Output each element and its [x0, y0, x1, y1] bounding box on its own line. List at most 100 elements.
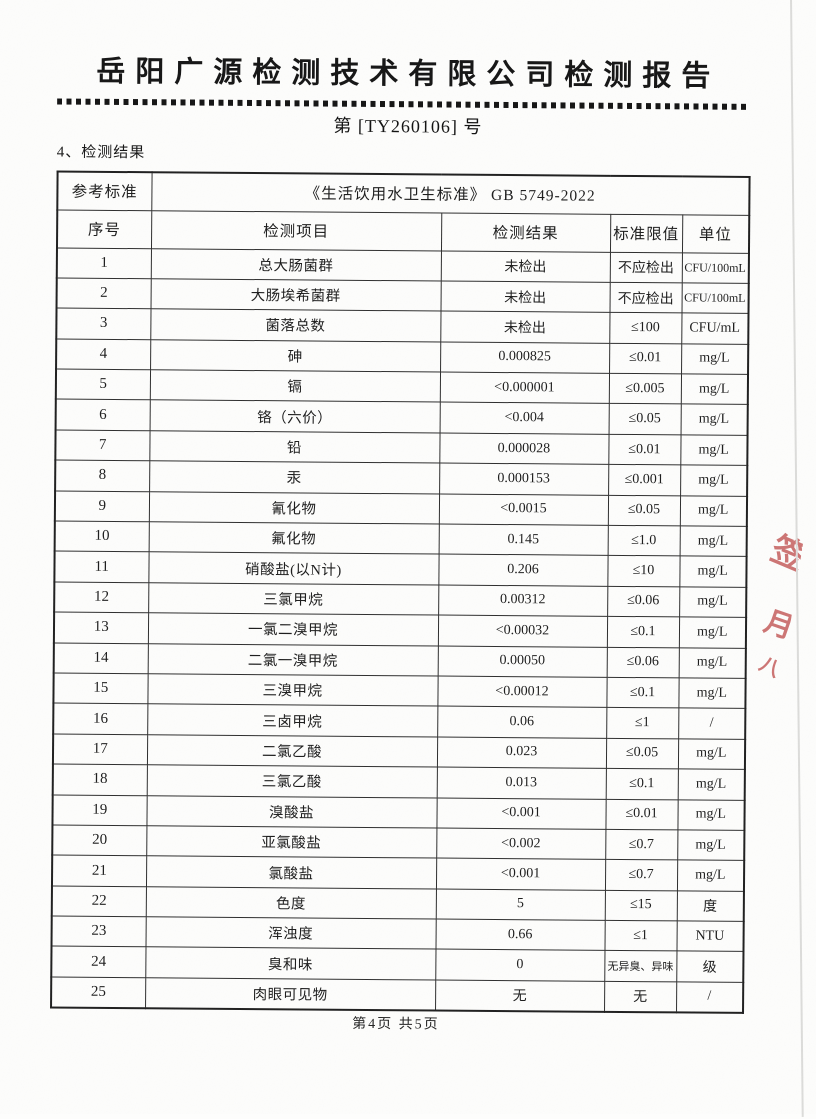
reference-value: 《生活饮用水卫生标准》 GB 5749-2022: [151, 172, 750, 215]
results-body: 1 总大肠菌群 未检出 不应检出 CFU/100mL 2 大肠埃希菌群 未检出 不应检出 CFU/…: [51, 247, 749, 1013]
cell-result: 无: [435, 979, 605, 1012]
cell-unit: mg/L: [677, 799, 745, 831]
cell-result: <0.001: [436, 797, 606, 830]
cell-unit: CFU/mL: [681, 313, 749, 345]
cell-unit: mg/L: [678, 677, 746, 709]
cell-unit: mg/L: [678, 617, 747, 649]
cell-limit: ≤0.01: [605, 798, 678, 830]
cell-item: 三氯乙酸: [146, 764, 437, 798]
cell-unit: 度: [676, 890, 744, 922]
cell-unit: mg/L: [680, 404, 748, 436]
cell-result: 未检出: [440, 311, 610, 344]
cell-result: 0.00050: [437, 645, 607, 678]
cell-no: 6: [55, 399, 150, 431]
cell-item: 二氯一溴甲烷: [147, 643, 438, 676]
cell-result: 0.000028: [439, 432, 609, 465]
cell-unit: CFU/100mL: [681, 252, 749, 284]
cell-item: 二氯乙酸: [146, 734, 438, 768]
cell-no: 11: [54, 551, 149, 583]
cell-result: <0.00032: [437, 615, 608, 647]
column-header-row: 序号 检测项目 检测结果 标准限值 单位: [56, 209, 750, 253]
cell-item: 浑浊度: [145, 916, 436, 950]
cell-result: <0.001: [435, 858, 606, 891]
cell-limit: ≤100: [609, 312, 682, 344]
dotted-divider: [57, 98, 749, 110]
cell-result: 0.00312: [438, 584, 608, 617]
cell-limit: ≤0.7: [605, 829, 678, 861]
cell-result: <0.004: [439, 402, 609, 435]
cell-unit: CFU/100mL: [681, 282, 749, 314]
cell-item: 三氯甲烷: [148, 582, 439, 616]
cell-item: 三卤甲烷: [147, 704, 438, 737]
cell-limit: ≤15: [604, 890, 677, 921]
cell-limit: ≤1.0: [607, 525, 680, 557]
cell-no: 4: [56, 338, 151, 370]
cell-result: 0.013: [436, 767, 606, 799]
cell-unit: 级: [676, 951, 744, 983]
reference-label: 参考标准: [57, 171, 152, 211]
cell-no: 22: [51, 885, 146, 917]
report-number: 第 [TY260106] 号: [333, 115, 483, 137]
cell-limit: ≤0.05: [607, 494, 681, 526]
cell-result: 0.023: [436, 736, 607, 769]
cell-no: 7: [55, 429, 150, 461]
cell-limit: 不应检出: [609, 251, 682, 283]
column-header-limit: 标准限值: [609, 213, 683, 253]
cell-result: 0.66: [435, 919, 605, 951]
cell-item: 砷: [150, 339, 441, 373]
cell-no: 25: [51, 976, 146, 1008]
cell-result: 0.000825: [440, 341, 610, 374]
cell-result: <0.00012: [437, 675, 607, 708]
cell-result: 0.06: [437, 706, 607, 739]
cell-unit: mg/L: [677, 769, 745, 800]
cell-item: 大肠埃希菌群: [150, 278, 441, 312]
cell-limit: ≤0.06: [606, 646, 679, 678]
cell-unit: NTU: [676, 920, 744, 952]
cell-limit: 无: [604, 981, 677, 1013]
cell-item: 菌落总数: [150, 309, 441, 342]
column-header-item: 检测项目: [150, 210, 442, 251]
cell-no: 10: [54, 521, 149, 553]
table-row: 25 肉眼可见物无无 /: [51, 976, 744, 1013]
column-header-no: 序号: [56, 209, 152, 249]
cell-limit: ≤0.7: [604, 859, 678, 891]
cell-unit: mg/L: [680, 465, 748, 497]
cell-item: 硝酸盐(以N计): [148, 552, 439, 585]
cell-no: 23: [51, 916, 146, 948]
cell-no: 12: [54, 581, 149, 613]
cell-unit: mg/L: [681, 343, 749, 375]
cell-item: 氟化物: [148, 521, 439, 555]
cell-item: 汞: [149, 460, 440, 494]
page-title: 岳阳广源检测技术有限公司检测报告: [96, 55, 721, 93]
cell-limit: ≤0.005: [608, 373, 682, 405]
cell-result: <0.000001: [439, 372, 610, 404]
cell-unit: mg/L: [680, 434, 748, 466]
cell-limit: ≤0.05: [605, 738, 679, 770]
cell-unit: mg/L: [680, 373, 749, 405]
cell-item: 臭和味: [145, 947, 436, 980]
cell-no: 8: [55, 460, 150, 492]
results-table: 参考标准 《生活饮用水卫生标准》 GB 5749-2022 序号 检测项目 检测…: [50, 170, 751, 1014]
cell-limit: ≤0.01: [609, 343, 682, 374]
column-header-result: 检测结果: [440, 212, 611, 252]
column-header-unit: 单位: [681, 214, 750, 253]
cell-unit: mg/L: [676, 860, 745, 892]
cell-limit: ≤0.001: [608, 464, 681, 496]
cell-no: 20: [52, 824, 147, 857]
cell-no: 15: [53, 672, 148, 705]
cell-limit: ≤1: [606, 707, 679, 739]
cell-result: <0.0015: [438, 493, 609, 526]
cell-limit: ≤0.01: [608, 434, 681, 466]
cell-result: 0.206: [438, 554, 608, 587]
cell-limit: 无异臭、异味: [604, 950, 677, 982]
cell-limit: ≤10: [607, 555, 680, 587]
cell-unit: mg/L: [679, 525, 747, 557]
cell-result: 5: [435, 888, 605, 921]
cell-limit: ≤0.06: [607, 586, 680, 618]
cell-unit: mg/L: [677, 738, 746, 770]
cell-item: 铬（六价）: [149, 400, 440, 433]
cell-no: 16: [53, 703, 148, 735]
cell-item: 镉: [149, 369, 441, 403]
